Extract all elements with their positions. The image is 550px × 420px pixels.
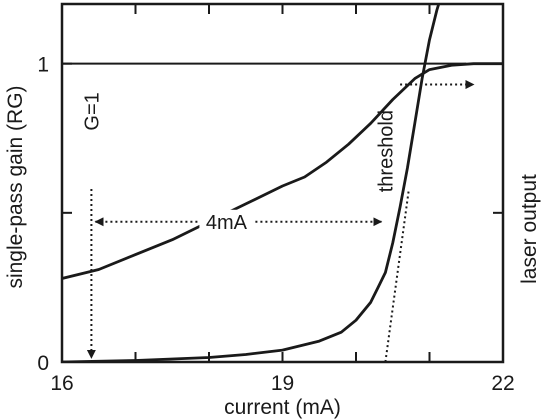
- plot-frame: [60, 2, 505, 364]
- width-4ma-label-bg: [199, 209, 254, 234]
- marks-group: [62, 62, 475, 363]
- series-line-gain: [62, 62, 503, 280]
- x-tick-label-22: 22: [491, 372, 514, 395]
- annotation-g-equals-one: G=1: [81, 92, 103, 130]
- tick-labels-group: 16 19 22 0 1: [37, 54, 514, 395]
- ticks-group: [62, 4, 503, 362]
- y-tick-label-1: 1: [37, 54, 49, 77]
- threshold-tangent-line: [384, 188, 410, 363]
- annotation-threshold: threshold: [375, 110, 397, 192]
- y-axis-label-left: single-pass gain (RG): [4, 85, 27, 288]
- y-axis-label-right: laser output: [518, 174, 541, 284]
- x-tick-label-19: 19: [271, 372, 294, 395]
- annotation-4ma: 4mA: [206, 212, 248, 234]
- y-tick-label-0: 0: [37, 352, 49, 375]
- series-line-output: [62, 4, 441, 362]
- curves-group: [62, 4, 503, 362]
- x-tick-label-16: 16: [50, 372, 73, 395]
- x-axis-label: current (mA): [224, 396, 341, 419]
